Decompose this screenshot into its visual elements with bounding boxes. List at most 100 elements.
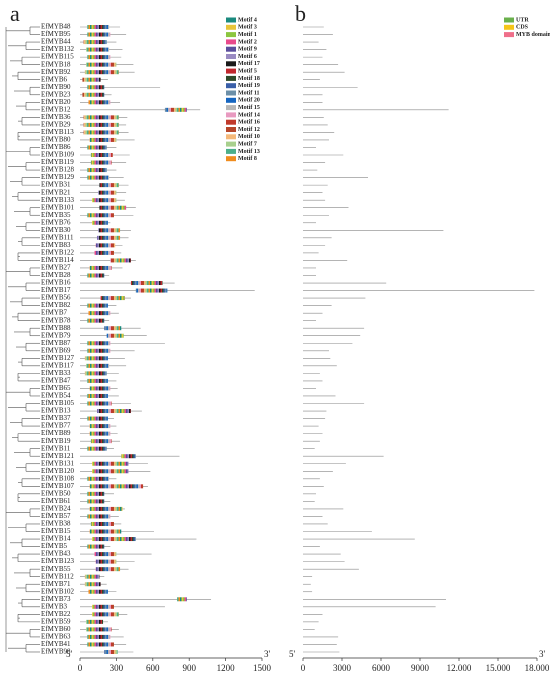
motif-region (89, 265, 112, 270)
legend-label: MYB domain (516, 32, 550, 38)
motif-region (88, 311, 111, 316)
motif-region (87, 446, 107, 451)
gene-name: EfMYB88 (41, 324, 71, 332)
gene-name: EfMYB30 (41, 226, 71, 234)
motif-region (90, 160, 112, 165)
gene-name: EfMYB6 (41, 75, 68, 83)
motif-region (84, 582, 101, 587)
motif-region (84, 70, 119, 75)
motif-region (98, 228, 121, 233)
legend-swatch (504, 24, 514, 30)
motif-region (87, 55, 111, 60)
gene-name: EfMYB71 (41, 580, 71, 588)
gene-name: EfMYB131 (41, 459, 75, 467)
legend-label: Motif 1 (238, 32, 257, 38)
legend-label: Motif 18 (238, 76, 260, 82)
motif-region (95, 567, 121, 572)
motif-region (104, 326, 122, 331)
legend-label: Motif 11 (238, 90, 260, 96)
gene-name: EfMYB90 (41, 83, 71, 91)
gene-name: EfMYB41 (41, 640, 71, 648)
x-tick-label: 1200 (217, 663, 236, 673)
end-label: 5' (66, 649, 73, 659)
gene-name: EfMYB127 (41, 354, 75, 362)
motif-region (96, 235, 121, 240)
legend-label: Motif 6 (238, 54, 257, 60)
legend-label: Motif 7 (238, 141, 257, 147)
legend-swatch (226, 68, 236, 74)
legend-label: Motif 8 (238, 156, 257, 162)
gene-name: EfMYB77 (41, 422, 71, 430)
gene-name: EfMYB59 (41, 617, 71, 625)
gene-name: EfMYB35 (41, 211, 71, 219)
legend-swatch (226, 112, 236, 118)
gene-name: EfMYB98 (41, 648, 71, 656)
motif-region (87, 168, 107, 173)
gene-name: EfMYB47 (41, 377, 71, 385)
x-tick-label: 12.000 (447, 663, 472, 673)
gene-name: EfMYB132 (41, 45, 75, 53)
motif-region (87, 145, 107, 150)
legend-swatch (226, 17, 236, 23)
legend-label: Motif 5 (238, 68, 257, 74)
legend-label: Motif 16 (238, 120, 260, 126)
legend-swatch (226, 119, 236, 125)
motif-region (88, 100, 111, 105)
gene-name: EfMYB44 (41, 38, 71, 46)
gene-name: EfMYB69 (41, 346, 71, 354)
gene-name: EfMYB82 (41, 301, 71, 309)
motif-region (121, 454, 136, 459)
motif-region (83, 115, 119, 120)
gene-name: EfMYB19 (41, 437, 71, 445)
legend-label: Motif 17 (238, 61, 260, 67)
x-tick-label: 15.000 (486, 663, 511, 673)
legend-swatch (226, 75, 236, 81)
gene-name: EfMYB31 (41, 181, 71, 189)
motif-region (90, 521, 114, 526)
x-tick-label: 900 (182, 663, 196, 673)
gene-name: EfMYB11 (41, 444, 71, 452)
gene-name: EfMYB5 (41, 542, 68, 550)
gene-name: EfMYB78 (41, 316, 71, 324)
motif-region (87, 85, 105, 90)
motif-region (92, 469, 129, 474)
legend-label: UTR (516, 17, 529, 23)
gene-name: EfMYB63 (41, 633, 71, 641)
motif-region (92, 604, 114, 609)
motif-region (94, 552, 117, 557)
legend-swatch (226, 24, 236, 30)
end-label: 3' (539, 649, 546, 659)
motif-region (86, 47, 110, 52)
x-tick-label: 3000 (333, 663, 352, 673)
legend-swatch (226, 105, 236, 111)
motif-region (82, 92, 105, 97)
motif-region (92, 537, 136, 542)
gene-name: EfMYB13 (41, 407, 71, 415)
legend-label: Motif 3 (238, 25, 257, 31)
motif-region (106, 333, 124, 338)
motif-region (87, 544, 105, 549)
x-axis: 0 300 600 900 1200 1500 5' 3' (66, 649, 272, 673)
motif-region (100, 296, 125, 301)
legend-swatch (226, 156, 236, 162)
motif-region (87, 318, 105, 323)
gene-name: EfMYB48 (41, 23, 71, 31)
motif-region (86, 363, 110, 368)
gene-name: EfMYB111 (41, 233, 74, 241)
gene-name: EfMYB89 (41, 429, 71, 437)
gene-name: EfMYB92 (41, 68, 71, 76)
legend-label: Motif 10 (238, 134, 260, 140)
motif-region (86, 619, 104, 624)
legend-label: Motif 15 (238, 105, 260, 111)
gene-name: EfMYB12 (41, 105, 71, 113)
x-tick-label: 0 (301, 663, 306, 673)
gene-name: EfMYB33 (41, 369, 71, 377)
legend-swatch (504, 17, 514, 23)
end-label: 5' (289, 649, 296, 659)
gene-name: EfMYB16 (41, 279, 71, 287)
motif-region (110, 258, 131, 263)
legend-label: Motif 19 (238, 83, 260, 89)
motif-region (87, 499, 105, 504)
motif-region (90, 153, 113, 158)
